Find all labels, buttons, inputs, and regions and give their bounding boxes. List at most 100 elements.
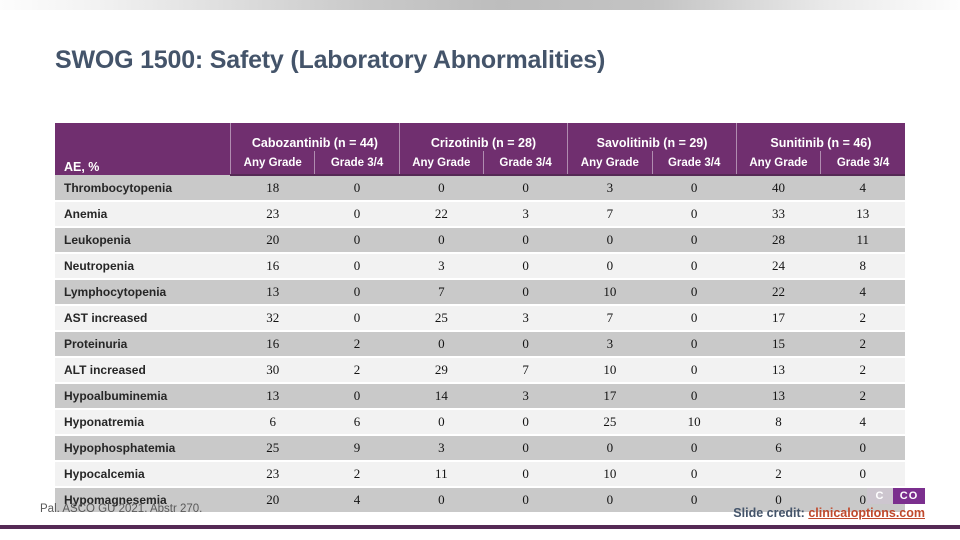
slide-credit: Slide credit: clinicaloptions.com <box>733 506 925 520</box>
cell-value: 13 <box>736 383 821 410</box>
cell-value: 0 <box>652 201 737 228</box>
cell-value: 11 <box>820 227 905 254</box>
group-header-crizotinib: Crizotinib (n = 28) <box>398 123 568 151</box>
row-label: Thrombocytopenia <box>55 175 231 202</box>
cell-value: 25 <box>399 305 484 332</box>
cell-value: 16 <box>230 253 315 280</box>
cell-value: 0 <box>652 305 737 332</box>
table-row: Hypoalbuminemia 13 0 14 3 17 0 13 2 <box>55 383 905 410</box>
cell-value: 0 <box>483 331 568 358</box>
cell-value: 0 <box>314 383 400 410</box>
cell-value: 10 <box>567 357 653 384</box>
cell-value: 7 <box>483 357 568 384</box>
cell-value: 0 <box>483 279 568 306</box>
cell-value: 0 <box>652 279 737 306</box>
cell-value: 13 <box>736 357 821 384</box>
cell-value: 16 <box>230 331 315 358</box>
cell-value: 3 <box>483 383 568 410</box>
cell-value: 23 <box>230 201 315 228</box>
table-row: Anemia 23 0 22 3 7 0 33 13 <box>55 201 905 228</box>
table-row: AST increased 32 0 25 3 7 0 17 2 <box>55 305 905 332</box>
table-row: Hypocalcemia 23 2 11 0 10 0 2 0 <box>55 461 905 488</box>
cell-value: 0 <box>399 409 484 436</box>
cco-logo-right: CO <box>893 488 925 504</box>
cell-value: 2 <box>314 461 400 488</box>
cell-value: 4 <box>314 487 400 514</box>
cell-value: 2 <box>820 331 905 358</box>
table-row: Hypophosphatemia 25 9 3 0 0 0 6 0 <box>55 435 905 462</box>
cell-value: 6 <box>230 409 315 436</box>
cell-value: 0 <box>567 227 653 254</box>
cell-value: 29 <box>399 357 484 384</box>
row-label: Hypoalbuminemia <box>55 383 231 410</box>
cell-value: 0 <box>652 253 737 280</box>
cell-value: 17 <box>736 305 821 332</box>
group-header-row: AE, % Cabozantinib (n = 44) Crizotinib (… <box>55 123 905 175</box>
page-title: SWOG 1500: Safety (Laboratory Abnormalit… <box>55 46 606 74</box>
cell-value: 0 <box>314 201 400 228</box>
cell-value: 0 <box>314 305 400 332</box>
cell-value: 0 <box>567 253 653 280</box>
cell-value: 3 <box>483 305 568 332</box>
subheader-any-grade: Any Grade <box>398 151 484 176</box>
table-row: Hyponatremia 6 6 0 0 25 10 8 4 <box>55 409 905 436</box>
cell-value: 32 <box>230 305 315 332</box>
cell-value: 10 <box>567 461 653 488</box>
row-label: Lymphocytopenia <box>55 279 231 306</box>
cell-value: 3 <box>399 435 484 462</box>
cell-value: 0 <box>314 227 400 254</box>
cell-value: 0 <box>399 227 484 254</box>
cell-value: 0 <box>820 461 905 488</box>
cell-value: 4 <box>820 279 905 306</box>
row-label: Hypocalcemia <box>55 461 231 488</box>
cell-value: 0 <box>399 487 484 514</box>
table-row: Hypomagnesemia 20 4 0 0 0 0 0 0 <box>55 487 905 514</box>
cell-value: 24 <box>736 253 821 280</box>
cell-value: 33 <box>736 201 821 228</box>
slide-credit-link[interactable]: clinicaloptions.com <box>808 506 925 520</box>
cell-value: 3 <box>567 175 653 202</box>
source-citation: Pal. ASCO GU 2021. Abstr 270. <box>40 503 203 515</box>
cell-value: 3 <box>567 331 653 358</box>
cell-value: 0 <box>483 487 568 514</box>
cell-value: 0 <box>483 227 568 254</box>
cell-value: 0 <box>567 487 653 514</box>
cell-value: 0 <box>399 175 484 202</box>
row-label: Hypophosphatemia <box>55 435 231 462</box>
cell-value: 13 <box>230 383 315 410</box>
row-label: Proteinuria <box>55 331 231 358</box>
cell-value: 2 <box>314 357 400 384</box>
cell-value: 0 <box>652 461 737 488</box>
cell-value: 30 <box>230 357 315 384</box>
row-label: Hypomagnesemia <box>55 487 231 514</box>
cell-value: 0 <box>483 409 568 436</box>
cell-value: 25 <box>567 409 653 436</box>
cell-value: 0 <box>652 487 737 514</box>
cell-value: 0 <box>483 461 568 488</box>
cell-value: 0 <box>652 435 737 462</box>
row-label: Neutropenia <box>55 253 231 280</box>
subheader-row: Any Grade Grade 3/4 Any Grade Grade 3/4 … <box>55 151 905 176</box>
table-row: Thrombocytopenia 18 0 0 0 3 0 40 4 <box>55 175 905 202</box>
cell-value: 0 <box>483 435 568 462</box>
cell-value: 0 <box>820 435 905 462</box>
row-label: ALT increased <box>55 357 231 384</box>
row-label: Hyponatremia <box>55 409 231 436</box>
cco-logo-left: C <box>867 488 893 504</box>
cell-value: 14 <box>399 383 484 410</box>
cell-value: 7 <box>567 201 653 228</box>
cell-value: 0 <box>652 357 737 384</box>
cell-value: 22 <box>736 279 821 306</box>
cell-value: 28 <box>736 227 821 254</box>
table-row: ALT increased 30 2 29 7 10 0 13 2 <box>55 357 905 384</box>
row-label: AST increased <box>55 305 231 332</box>
subheader-any-grade: Any Grade <box>230 151 315 176</box>
cell-value: 11 <box>399 461 484 488</box>
table-row: Lymphocytopenia 13 0 7 0 10 0 22 4 <box>55 279 905 306</box>
subheader-grade-34: Grade 3/4 <box>314 151 400 176</box>
table-header: AE, % Cabozantinib (n = 44) Crizotinib (… <box>55 123 905 176</box>
cell-value: 4 <box>820 175 905 202</box>
cell-value: 10 <box>652 409 737 436</box>
row-label: Anemia <box>55 201 231 228</box>
